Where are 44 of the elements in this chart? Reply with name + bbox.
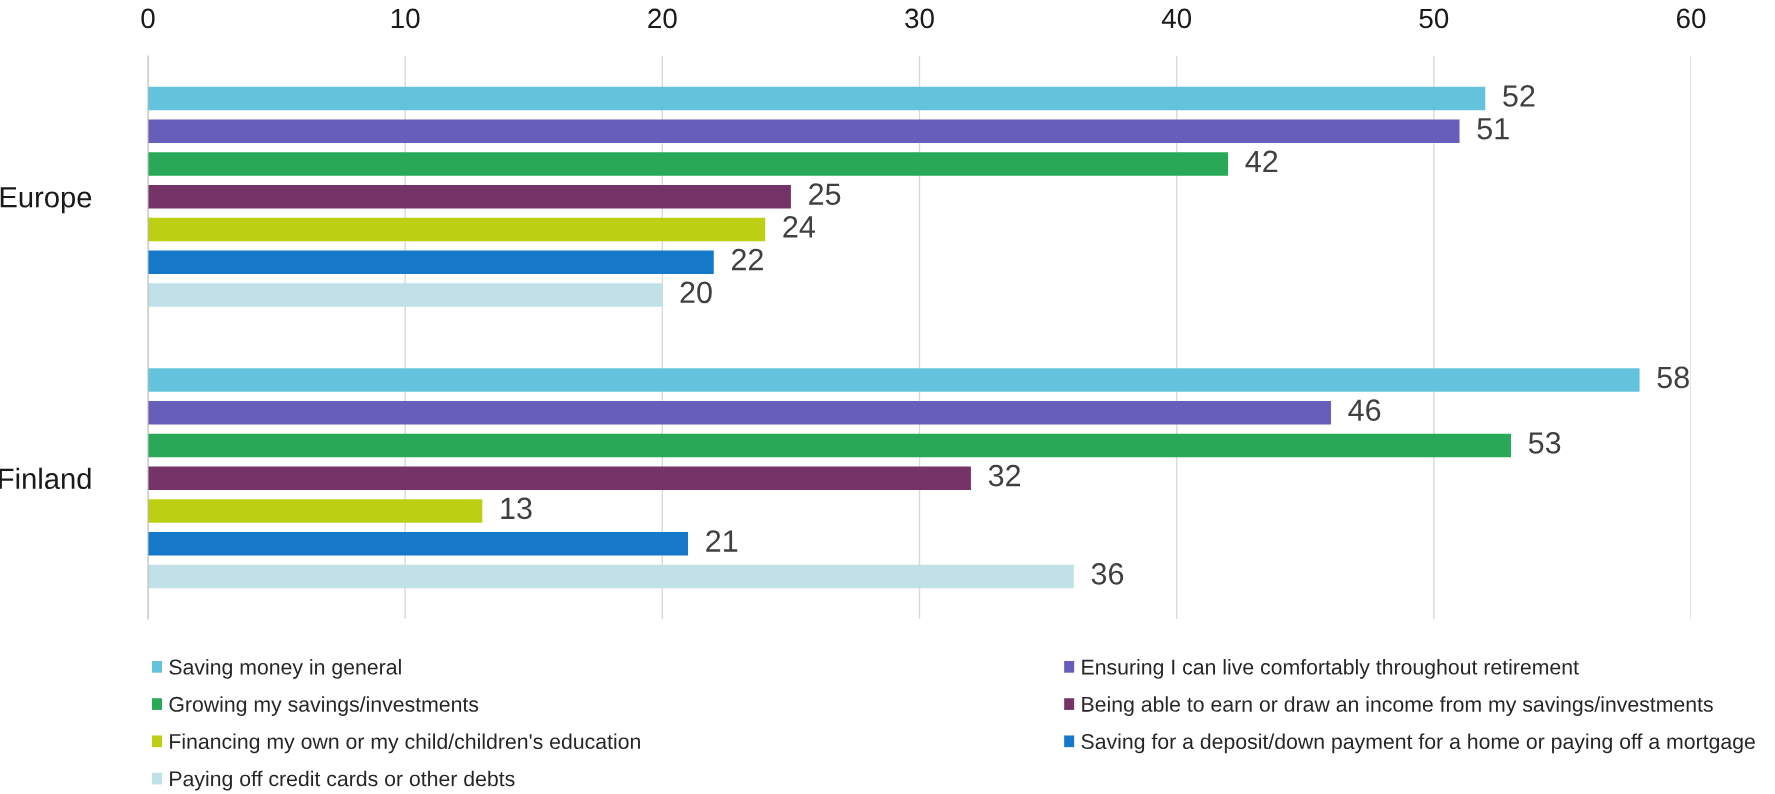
bar	[148, 401, 1331, 425]
x-tick-label: 0	[141, 8, 155, 29]
bar	[148, 217, 766, 242]
data-label: 25	[809, 183, 841, 205]
data-label: 22	[731, 248, 763, 271]
bar	[148, 466, 971, 490]
y-tick-label: Finland	[0, 467, 91, 490]
legend-label: Saving for a deposit/down payment for a home or paying off a mortgage	[1081, 733, 1755, 754]
data-label: 52	[1503, 85, 1535, 107]
data-label: 58	[1657, 366, 1689, 389]
data-label: 13	[501, 497, 532, 520]
data-label: 36	[1091, 563, 1124, 585]
bar	[148, 152, 1229, 176]
bar	[148, 119, 1460, 144]
data-label: 32	[988, 464, 1021, 487]
data-label: 51	[1477, 118, 1509, 140]
bar	[148, 283, 663, 307]
legend-label: Paying off credit cards or other debts	[170, 770, 515, 791]
data-label: 24	[783, 216, 815, 238]
legend-label: Saving money in general	[169, 659, 401, 679]
x-tick-label: 30	[905, 8, 934, 29]
legend-label: Ensuring I can live comfortably throughout retirement	[1082, 659, 1579, 679]
bar	[148, 564, 1074, 589]
x-tick-label: 20	[648, 8, 677, 29]
bar	[148, 433, 1511, 458]
data-label: 21	[706, 530, 738, 552]
bar	[148, 531, 689, 556]
legend-label: Financing my own or my child/children's education	[170, 733, 640, 754]
bar	[148, 499, 483, 523]
x-tick-label: 50	[1419, 8, 1449, 29]
legend-label: Being able to earn or draw an income from my savings/investments	[1082, 696, 1713, 717]
x-tick-label: 40	[1161, 8, 1192, 29]
data-label: 20	[680, 281, 712, 304]
data-label: 42	[1245, 150, 1278, 172]
x-tick-label: 10	[391, 8, 420, 29]
bar	[148, 368, 1640, 392]
data-label: 53	[1528, 432, 1561, 454]
bar	[148, 250, 714, 274]
bar	[148, 185, 791, 209]
legend-label: Growing my savings/investments	[169, 696, 479, 717]
y-tick-label: Europe	[0, 187, 92, 214]
bar	[148, 86, 1486, 111]
x-tick-label: 60	[1676, 8, 1706, 29]
data-label: 46	[1348, 399, 1381, 421]
